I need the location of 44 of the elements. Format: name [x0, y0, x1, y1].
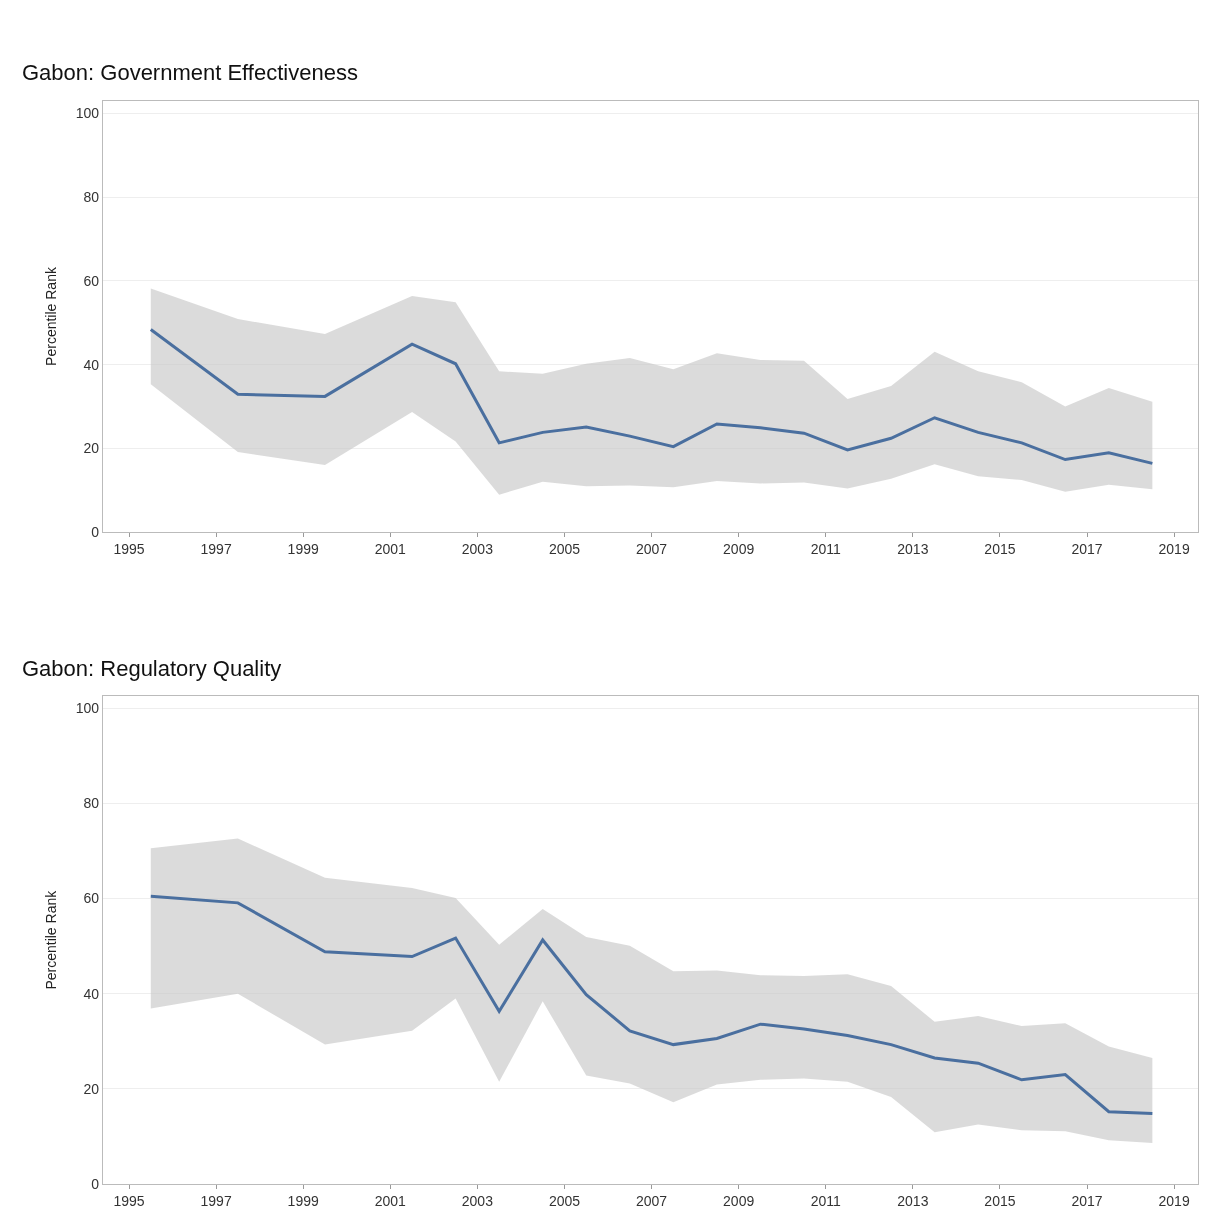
- y-tick-label: 80: [83, 795, 100, 812]
- x-tick-label: 2005: [548, 1192, 581, 1209]
- x-tick-label: 2015: [984, 1192, 1016, 1209]
- x-tick-label: 2011: [810, 1192, 842, 1209]
- x-tick-label: 2001: [374, 540, 407, 557]
- x-tick-label: 2013: [897, 1192, 929, 1209]
- chart-title: Gabon: Government Effectiveness: [22, 60, 358, 85]
- x-tick-label: 2003: [461, 1192, 494, 1209]
- y-tick-label: 0: [91, 523, 100, 540]
- x-tick-label: 2017: [1071, 540, 1103, 557]
- x-tick-label: 2011: [810, 540, 842, 557]
- x-tick-label: 1995: [113, 1192, 145, 1209]
- y-tick-label: 20: [83, 1080, 100, 1097]
- x-tick-label: 2009: [723, 540, 755, 557]
- line-series: [149, 327, 1154, 465]
- x-tick-label: 1997: [200, 1192, 232, 1209]
- y-axis-title: Percentile Rank: [43, 266, 60, 366]
- x-tick-label: 2015: [984, 540, 1016, 557]
- y-tick-label: 60: [83, 272, 100, 289]
- y-tick-label: 100: [75, 105, 100, 122]
- y-axis-title: Percentile Rank: [43, 889, 60, 990]
- chart-title: Gabon: Regulatory Quality: [22, 656, 282, 681]
- x-tick-label: 2007: [635, 1192, 668, 1209]
- y-tick-label: 40: [83, 985, 100, 1002]
- x-tick-label: 2001: [374, 1192, 407, 1209]
- y-tick-label: 60: [83, 890, 100, 907]
- x-tick-label: 2007: [635, 540, 668, 557]
- x-tick-label: 1995: [113, 540, 145, 557]
- y-tick-label: 80: [83, 189, 100, 206]
- y-tick-label: 20: [83, 440, 100, 457]
- x-tick-label: 2017: [1071, 1192, 1103, 1209]
- y-tick-label: 100: [75, 700, 100, 717]
- x-tick-label: 2013: [897, 540, 929, 557]
- y-tick-label: 40: [83, 356, 100, 373]
- y-tick-label: 0: [91, 1175, 100, 1192]
- x-tick-label: 2019: [1158, 1192, 1190, 1209]
- x-tick-label: 2009: [723, 1192, 755, 1209]
- line-series: [149, 894, 1154, 1116]
- x-tick-label: 1999: [287, 540, 319, 557]
- x-tick-label: 1999: [287, 1192, 319, 1209]
- x-tick-label: 1997: [200, 540, 232, 557]
- x-tick-label: 2019: [1158, 540, 1190, 557]
- x-tick-label: 2003: [461, 540, 494, 557]
- x-tick-label: 2005: [548, 540, 581, 557]
